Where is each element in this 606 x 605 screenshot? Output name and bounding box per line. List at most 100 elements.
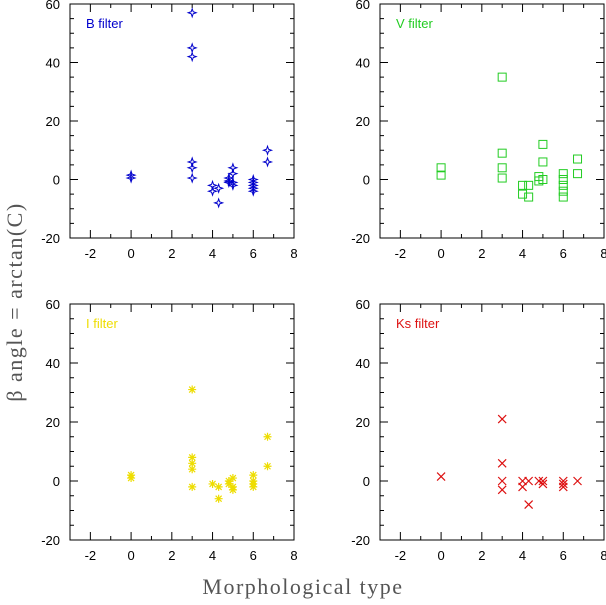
data-point: [213, 197, 225, 209]
x-tick-label: 0: [127, 548, 134, 563]
plot-frame: [69, 3, 295, 239]
data-point: [518, 189, 528, 199]
data-point: [558, 192, 568, 202]
panel-label: I filter: [86, 316, 118, 331]
data-point: [228, 485, 237, 494]
data-point: [186, 172, 198, 184]
x-tick-label: 6: [250, 246, 257, 261]
y-tick-label: 20: [356, 114, 370, 129]
data-point: [127, 474, 136, 483]
data-point: [497, 173, 507, 183]
x-tick-label: 6: [250, 548, 257, 563]
data-point: [524, 476, 534, 486]
data-point: [534, 476, 544, 486]
y-tick-label: 0: [53, 173, 60, 188]
data-point: [125, 169, 137, 181]
data-point: [261, 156, 274, 168]
data-point: [227, 176, 239, 189]
data-point: [208, 479, 217, 488]
data-point: [263, 432, 272, 441]
y-tick-label: 40: [356, 356, 370, 371]
x-tick-label: 0: [437, 548, 444, 563]
data-point: [228, 474, 237, 483]
y-tick-label: 60: [46, 297, 60, 312]
data-point: [538, 476, 548, 486]
data-point: [573, 476, 582, 486]
data-point: [497, 476, 507, 486]
data-point: [497, 148, 507, 158]
y-tick-label: 20: [46, 415, 60, 430]
y-axis-title: β angle = arctan(C): [2, 202, 27, 401]
data-point: [558, 186, 568, 196]
data-point: [249, 482, 258, 491]
data-point: [261, 144, 274, 156]
y-tick-label: 20: [46, 114, 60, 129]
data-point: [436, 472, 446, 481]
y-tick-label: 40: [46, 356, 60, 371]
y-tick-label: 0: [363, 173, 370, 188]
data-point: [186, 51, 198, 63]
data-point: [186, 156, 198, 168]
x-tick-label: 8: [600, 246, 606, 261]
x-tick-label: 2: [168, 246, 175, 261]
data-point: [558, 169, 568, 179]
data-point: [206, 185, 219, 197]
data-point: [188, 459, 197, 468]
data-point: [186, 42, 198, 54]
x-tick-label: 2: [168, 548, 175, 563]
data-point: [186, 162, 198, 174]
y-tick-label: -20: [351, 231, 370, 246]
y-tick-label: 40: [356, 56, 370, 71]
x-tick-label: 4: [209, 246, 216, 261]
data-point: [188, 453, 197, 462]
data-point: [558, 175, 568, 184]
data-point: [524, 500, 534, 510]
x-tick-label: 6: [560, 246, 567, 261]
data-point: [573, 169, 583, 179]
data-point: [263, 462, 272, 471]
data-point: [188, 465, 197, 474]
y-tick-label: 60: [356, 0, 370, 12]
x-tick-label: 8: [290, 246, 297, 261]
data-point: [538, 139, 548, 149]
x-tick-label: -2: [395, 548, 407, 563]
data-point: [213, 182, 225, 194]
y-tick-label: 60: [356, 297, 370, 312]
x-tick-label: -2: [85, 246, 97, 261]
y-tick-label: 60: [46, 0, 60, 12]
x-tick-label: 4: [209, 548, 216, 563]
x-tick-label: 0: [127, 246, 134, 261]
data-point: [224, 479, 233, 488]
data-point: [538, 479, 548, 489]
data-point: [497, 414, 507, 424]
data-point: [125, 172, 137, 184]
data-point: [188, 385, 197, 394]
x-tick-label: 4: [519, 246, 526, 261]
data-point: [518, 180, 528, 190]
x-tick-label: 4: [519, 548, 526, 563]
data-point: [206, 179, 219, 191]
data-point: [227, 162, 239, 174]
x-tick-label: 6: [560, 548, 567, 563]
y-tick-label: 40: [46, 56, 60, 71]
x-tick-label: -2: [395, 246, 407, 261]
y-tick-label: 0: [363, 474, 370, 489]
data-point: [186, 7, 198, 19]
data-point: [436, 163, 446, 173]
data-point: [558, 479, 568, 489]
data-point: [436, 170, 446, 180]
data-point: [227, 179, 239, 191]
plot-frame: [379, 3, 605, 239]
panel-label: B filter: [86, 16, 124, 31]
y-tick-label: 0: [53, 474, 60, 489]
y-tick-label: -20: [351, 533, 370, 548]
data-point: [497, 485, 507, 495]
data-point: [214, 494, 223, 503]
data-point: [214, 482, 223, 491]
data-point: [497, 72, 507, 82]
x-tick-label: 2: [478, 548, 485, 563]
data-point: [247, 182, 259, 194]
